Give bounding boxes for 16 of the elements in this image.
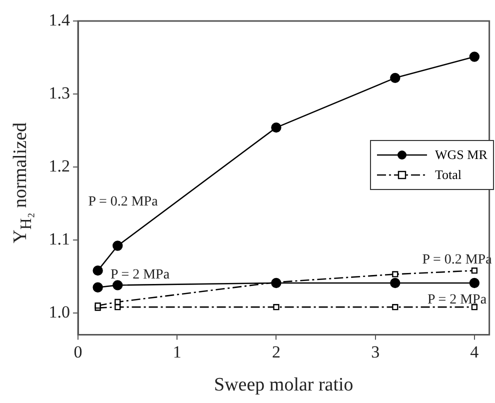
annotation: P = 2 MPa <box>427 292 488 308</box>
y-tick-label: 1.0 <box>48 302 70 322</box>
annotation: P = 0.2 MPa <box>88 194 159 210</box>
y-tick-label: 1.2 <box>48 156 70 176</box>
annotation: P = 2 MPa <box>110 268 170 283</box>
x-tick-label: 1 <box>172 342 182 362</box>
legend-label: Total <box>435 167 462 183</box>
x-axis-title: Sweep molar ratio <box>214 374 354 396</box>
x-tick-label: 0 <box>74 342 82 362</box>
x-tick-label: 3 <box>371 342 380 362</box>
x-tick-label: 4 <box>470 342 480 362</box>
y-tick-label: 1.1 <box>48 229 70 248</box>
x-tick-label: 2 <box>272 342 280 362</box>
legend-label: WGS MR <box>435 147 488 163</box>
y-tick-label: 1.4 <box>48 10 70 30</box>
y-tick-label: 1.3 <box>48 83 70 102</box>
